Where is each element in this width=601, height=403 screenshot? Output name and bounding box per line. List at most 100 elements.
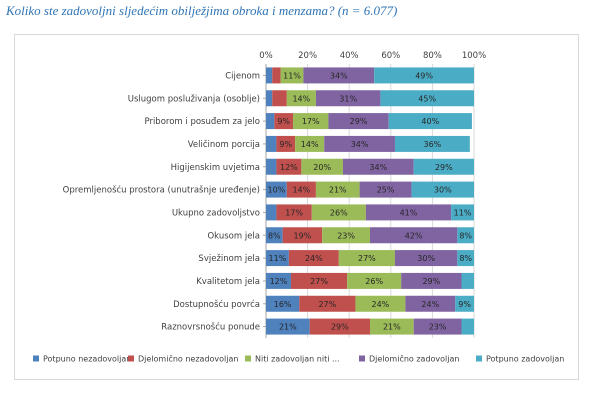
bar-segment [295,135,325,152]
bar-segment [347,272,402,289]
bar-segment [405,295,456,312]
data-label: 31% [339,94,357,103]
bar-segment [286,181,316,198]
bar-segment [276,158,302,175]
bar-segment [311,204,366,221]
data-label: 23% [429,323,447,332]
data-label: 8% [268,231,281,240]
data-label: 45% [418,94,436,103]
bar-segment [266,158,277,175]
x-tick-label: 40% [340,51,359,61]
bar-segment [315,90,381,107]
data-label: 21% [279,323,297,332]
bar-segment [365,204,452,221]
data-label: 11% [454,208,472,217]
bar-segment [328,113,389,130]
x-tick-label: 100% [462,51,486,61]
bar-segment [266,227,283,244]
bar-segment [301,158,343,175]
bar-segment [370,227,458,244]
data-label: 16% [274,300,292,309]
data-label: 30% [434,186,452,195]
category-label: Dostupnošću povrća [173,299,260,310]
bar-segment [411,181,474,198]
data-label: 29% [331,323,349,332]
x-tick-label: 60% [381,51,400,61]
bar-segment [290,272,348,289]
data-label: 8% [459,231,472,240]
data-label: 9% [277,117,290,126]
legend-label: Djelomično nezadovoljan [138,354,238,364]
data-label: 10% [268,186,286,195]
bar-segment [266,67,273,84]
data-label: 36% [424,140,442,149]
bar-segment [338,250,395,267]
category-label: Higijenskim uvjetima [171,163,260,173]
data-label: 11% [269,254,287,263]
data-label: 21% [383,323,401,332]
data-label: 20% [313,163,331,172]
bar-segment [374,67,474,84]
category-label: Svježinom jela [198,254,260,264]
data-label: 9% [458,300,471,309]
data-label: 27% [318,300,336,309]
bar-segment [322,227,370,244]
category-label: Veličinom porcija [188,139,260,150]
data-label: 29% [350,117,368,126]
bar-segment [401,272,462,289]
bar-segment [276,204,312,221]
data-label: 8% [459,254,472,263]
data-label: 23% [337,231,355,240]
bar-segment [276,135,296,152]
legend-label: Potpuno zadovoljan [486,355,564,364]
data-label: 34% [369,163,387,172]
bar-segment [286,90,316,107]
x-tick-label: 80% [423,51,442,61]
bar-segment [266,204,277,221]
data-label: 21% [329,186,347,195]
data-label: 12% [280,163,298,172]
data-label: 34% [330,71,348,80]
bar-segment [451,204,474,221]
bar-segment [266,295,300,312]
bar-segment [394,250,458,267]
category-label: Priborom i posuđem za jelo [144,117,260,127]
x-tick-label: 20% [298,51,317,61]
category-label: Uslugom posluživanja (osoblje) [128,94,260,104]
bar-segment [288,250,339,267]
bar-segment [266,318,310,335]
bar-segment [461,318,474,335]
category-label: Ukupno zadovoljstvo [172,208,260,218]
chart-caption: Koliko ste zadovoljni sljedećim obilježj… [6,3,398,18]
bar-segment [457,227,474,244]
bar-segment [315,181,360,198]
bar-segment [299,295,356,312]
bar-segment [272,90,287,107]
data-label: 12% [270,277,288,286]
data-label: 34% [351,140,369,149]
data-label: 11% [283,71,301,80]
data-label: 30% [417,254,435,263]
bar-segment [359,181,412,198]
bar-segment [380,90,474,107]
legend-swatch [128,355,134,362]
chart-frame: 0% 20% 40% 60% 80% 100% Cijenom 11% 34% 49% Uslugo… [14,34,579,380]
data-label: 29% [435,163,453,172]
bar-segment [457,250,474,267]
bar-segment [413,318,462,335]
bar-segment [355,295,406,312]
bar-segment [342,158,414,175]
data-label: 14% [292,94,310,103]
bar-segment [455,295,474,312]
stacked-bar-chart: 0% 20% 40% 60% 80% 100% Cijenom 11% 34% 49% Uslugo… [33,51,564,364]
bar-segment [266,272,291,289]
data-label: 17% [285,208,303,217]
data-label: 14% [301,140,319,149]
bar-segment [266,90,273,107]
bar-segment [266,181,287,198]
category-label: Raznovrsnošću ponude [161,322,260,333]
x-tick-label: 0% [259,51,273,61]
category-label: Okusom jela [207,231,260,241]
category-label: Cijenom [225,71,260,81]
data-label: 24% [372,300,390,309]
